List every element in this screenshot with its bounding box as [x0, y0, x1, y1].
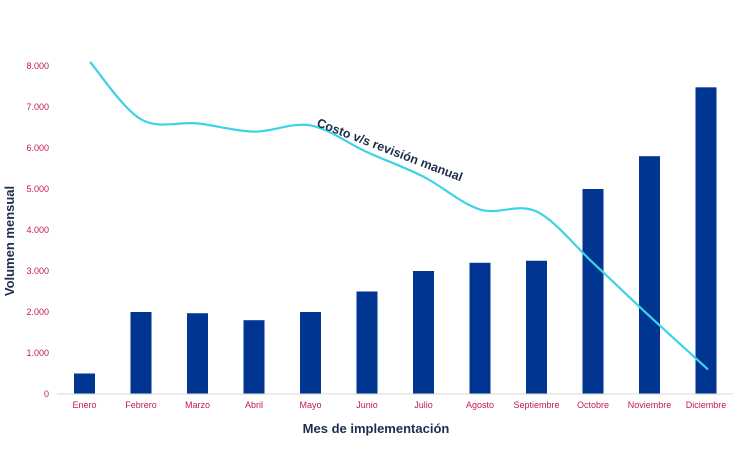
bar-septiembre [526, 260, 547, 394]
bar-enero [74, 373, 95, 394]
bar-noviembre [639, 156, 660, 394]
x-tick-label: Septiembre [513, 400, 559, 410]
y-tick-label: 1.000 [26, 348, 49, 358]
bar-julio [413, 271, 434, 394]
x-tick-label: Diciembre [686, 400, 727, 410]
bars-group [74, 87, 717, 394]
bar-marzo [187, 313, 208, 394]
bar-diciembre [695, 87, 717, 394]
x-axis-title: Mes de implementación [303, 421, 450, 436]
x-tick-label: Julio [414, 400, 433, 410]
x-tick-label: Agosto [466, 400, 494, 410]
bar-agosto [469, 262, 491, 394]
y-tick-label: 5.000 [26, 184, 49, 194]
bar-junio [356, 291, 378, 394]
x-tick-label: Marzo [185, 400, 210, 410]
cost-line-label: Costo v/s revisión manual [315, 116, 465, 185]
y-axis-title: Volumen mensual [2, 186, 17, 296]
x-tick-label: Febrero [125, 400, 157, 410]
y-tick-label: 0 [44, 389, 49, 399]
x-tick-label: Junio [356, 400, 378, 410]
bar-febrero [130, 312, 152, 394]
bar-mayo [300, 312, 321, 394]
y-tick-label: 6.000 [26, 143, 49, 153]
x-tick-label: Octobre [577, 400, 609, 410]
x-tick-label: Noviembre [628, 400, 672, 410]
y-tick-label: 4.000 [26, 225, 49, 235]
x-tick-label: Mayo [299, 400, 321, 410]
y-tick-label: 8.000 [26, 61, 49, 71]
x-tick-labels: Enero Febrero Marzo Abril Mayo Junio Julio Agos… [72, 400, 726, 410]
y-tick-label: 2.000 [26, 307, 49, 317]
y-tick-label: 7.000 [26, 102, 49, 112]
bar-octobre [582, 189, 604, 394]
y-tick-label: 3.000 [26, 266, 49, 276]
cost-line [89, 61, 709, 371]
y-tick-labels: 0 1.000 2.000 3.000 4.000 5.000 6.000 7.000 8.00… [26, 61, 49, 399]
x-tick-label: Abril [245, 400, 263, 410]
x-tick-label: Enero [72, 400, 96, 410]
bar-abril [243, 320, 265, 394]
